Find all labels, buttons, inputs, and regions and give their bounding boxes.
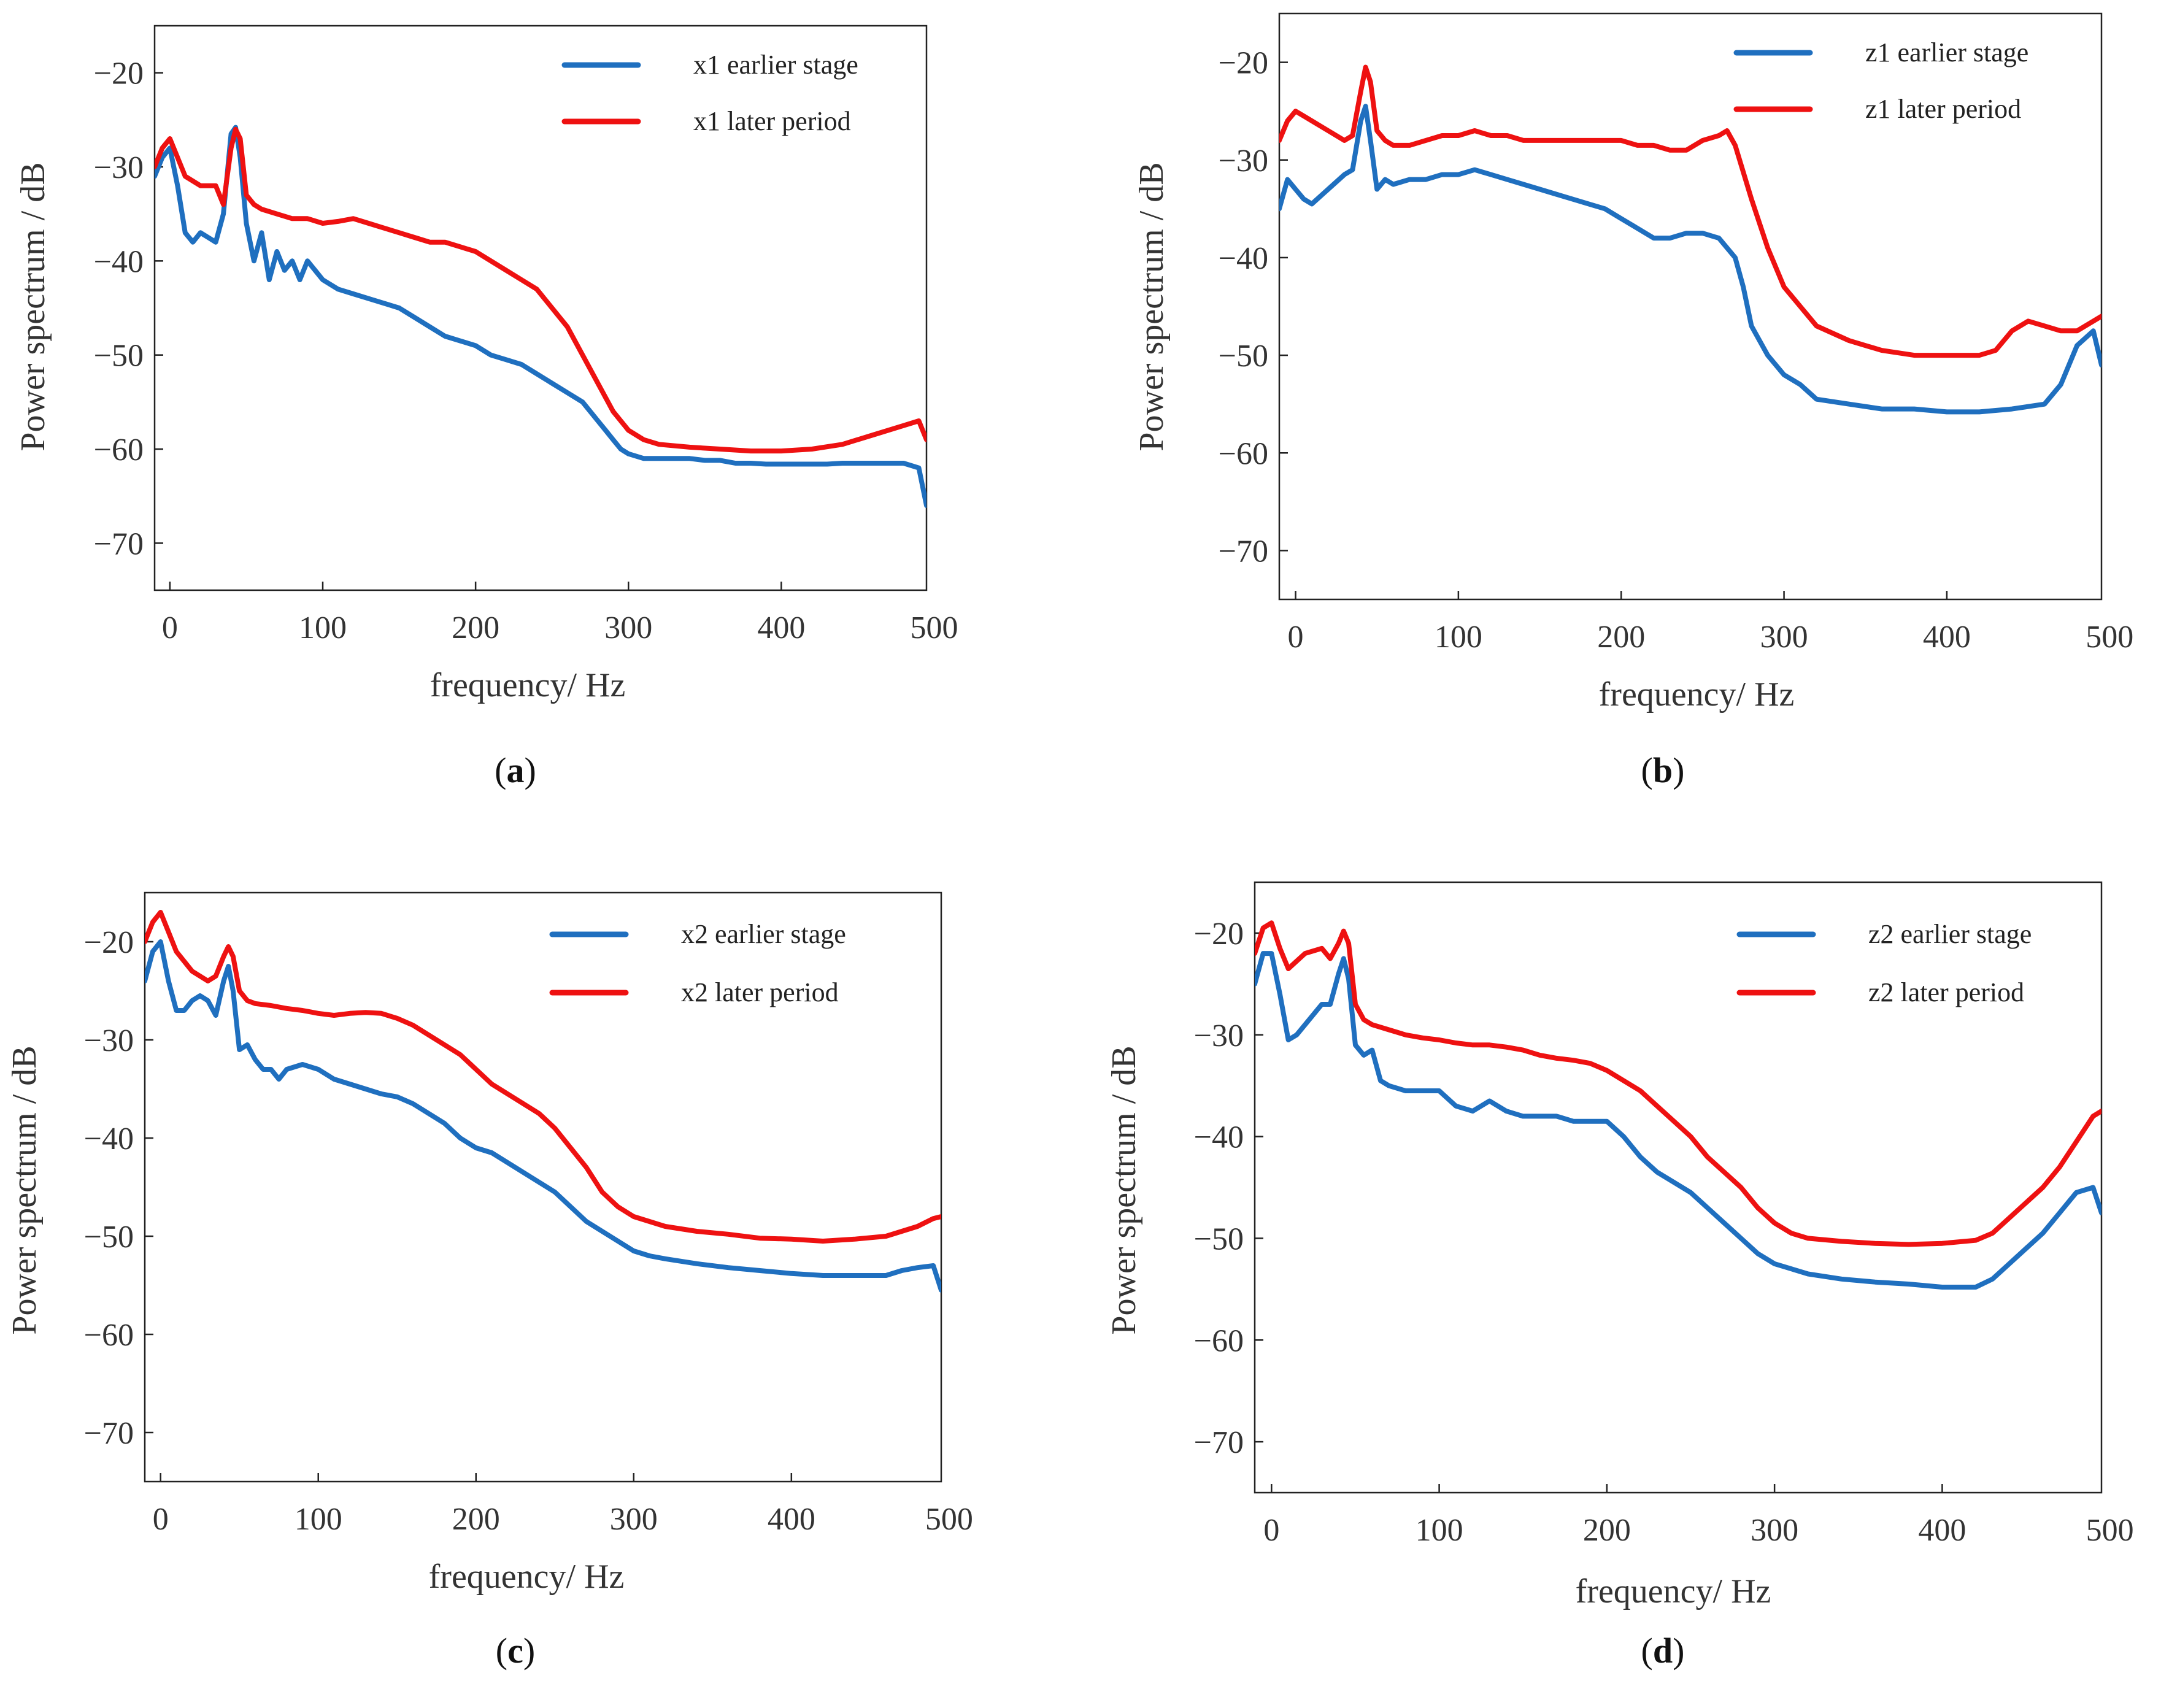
y-tick-label: −60 [94,433,144,467]
legend-label: z2 later period [1868,977,2024,1007]
y-tick-label: −60 [1219,436,1268,471]
series-line-earlier-stage [1279,104,2101,415]
y-tick-label: −50 [94,339,144,374]
chart-panel-d: −20 −30 −40 −50 −60 −70 0 100 200 300 400 500 freque… [1105,881,2134,1671]
series-line-earlier-stage [1255,951,2101,1290]
x-tick-label: 100 [299,610,347,645]
x-tick-label: 400 [1923,620,1971,655]
x-tick-label: 300 [610,1502,658,1537]
y-tick-label: −60 [84,1318,134,1353]
y-tick-label: −30 [94,150,144,185]
plot-frame [1278,12,2103,601]
x-tick-label: 500 [910,610,958,645]
panel-caption: (c) [496,1631,535,1671]
y-tick-label: −20 [1219,46,1268,81]
x-axis-label: frequency/ Hz [429,1558,625,1596]
x-tick-label: 0 [1263,1513,1279,1548]
y-tick-label: −50 [1219,339,1268,374]
x-tick-label: 400 [1918,1513,1966,1548]
y-tick-label: −70 [1219,534,1268,569]
x-tick-label: 300 [1760,620,1808,655]
y-tick-label: −70 [84,1416,134,1451]
x-axis-label: frequency/ Hz [1599,675,1795,714]
y-tick-label: −30 [1194,1018,1244,1053]
chart-panel-c: −20 −30 −40 −50 −60 −70 0 100 200 300 400 500 freque… [6,891,973,1671]
plot-frame [153,25,928,591]
x-tick-label: 500 [925,1502,973,1537]
y-axis-label: Power spectrum / dB [1133,162,1171,451]
x-tick-label: 100 [295,1502,342,1537]
x-tick-label: 400 [757,610,805,645]
x-tick-label: 200 [1583,1513,1631,1548]
legend-label: z2 earlier stage [1868,919,2032,949]
x-tick-label: 0 [153,1502,169,1537]
y-tick-label: −40 [1219,241,1268,276]
x-tick-label: 0 [162,610,178,645]
plot-frame [144,891,942,1483]
series-line-later-period [155,126,926,454]
x-tick-label: 200 [1597,620,1645,655]
legend-label: x2 later period [681,977,839,1007]
y-tick-label: −30 [84,1023,134,1058]
y-tick-label: −50 [84,1220,134,1255]
x-tick-label: 300 [604,610,652,645]
series-line-later-period [145,910,941,1244]
legend-label: x2 earlier stage [681,919,846,949]
x-tick-label: 300 [1751,1513,1798,1548]
x-tick-label: 200 [452,1502,500,1537]
x-axis-label: frequency/ Hz [1576,1572,1771,1610]
legend-label: z1 later period [1865,94,2021,124]
chart-panel-b: −20 −30 −40 −50 −60 −70 0 100 200 300 400 500 freque… [1133,12,2133,790]
y-tick-label: −30 [1219,144,1268,179]
y-tick-label: −40 [94,244,144,279]
y-tick-label: −40 [1194,1120,1244,1155]
series-line-earlier-stage [145,939,941,1293]
y-tick-label: −70 [1194,1425,1244,1460]
chart-panel-a: −20 −30 −40 −50 −60 −70 0 100 200 300 400 500 freque… [14,25,958,790]
y-tick-label: −20 [84,925,134,960]
panel-caption: (a) [495,750,536,790]
series-line-later-period [1279,64,2101,358]
y-tick-label: −20 [1194,917,1244,952]
x-tick-label: 200 [452,610,499,645]
y-tick-label: −20 [94,56,144,91]
x-tick-label: 100 [1435,620,1482,655]
x-tick-label: 100 [1416,1513,1463,1548]
legend-label: x1 later period [693,106,851,136]
x-tick-label: 500 [2086,1513,2134,1548]
y-axis-label: Power spectrum / dB [6,1045,44,1334]
y-tick-label: −50 [1194,1221,1244,1256]
y-tick-label: −60 [1194,1323,1244,1358]
y-tick-label: −40 [84,1121,134,1156]
legend-label: x1 earlier stage [693,50,858,80]
legend-label: z1 earlier stage [1865,37,2028,67]
x-axis-label: frequency/ Hz [430,666,626,704]
plot-frame [1254,881,2103,1494]
panel-caption: (d) [1641,1631,1685,1671]
x-tick-label: 0 [1288,620,1304,655]
panel-caption: (b) [1641,750,1685,790]
x-tick-label: 400 [768,1502,815,1537]
x-tick-label: 500 [2086,620,2133,655]
series-line-later-period [1255,920,2101,1247]
y-axis-label: Power spectrum / dB [14,162,52,451]
y-tick-label: −70 [94,526,144,561]
y-axis-label: Power spectrum / dB [1105,1045,1143,1334]
